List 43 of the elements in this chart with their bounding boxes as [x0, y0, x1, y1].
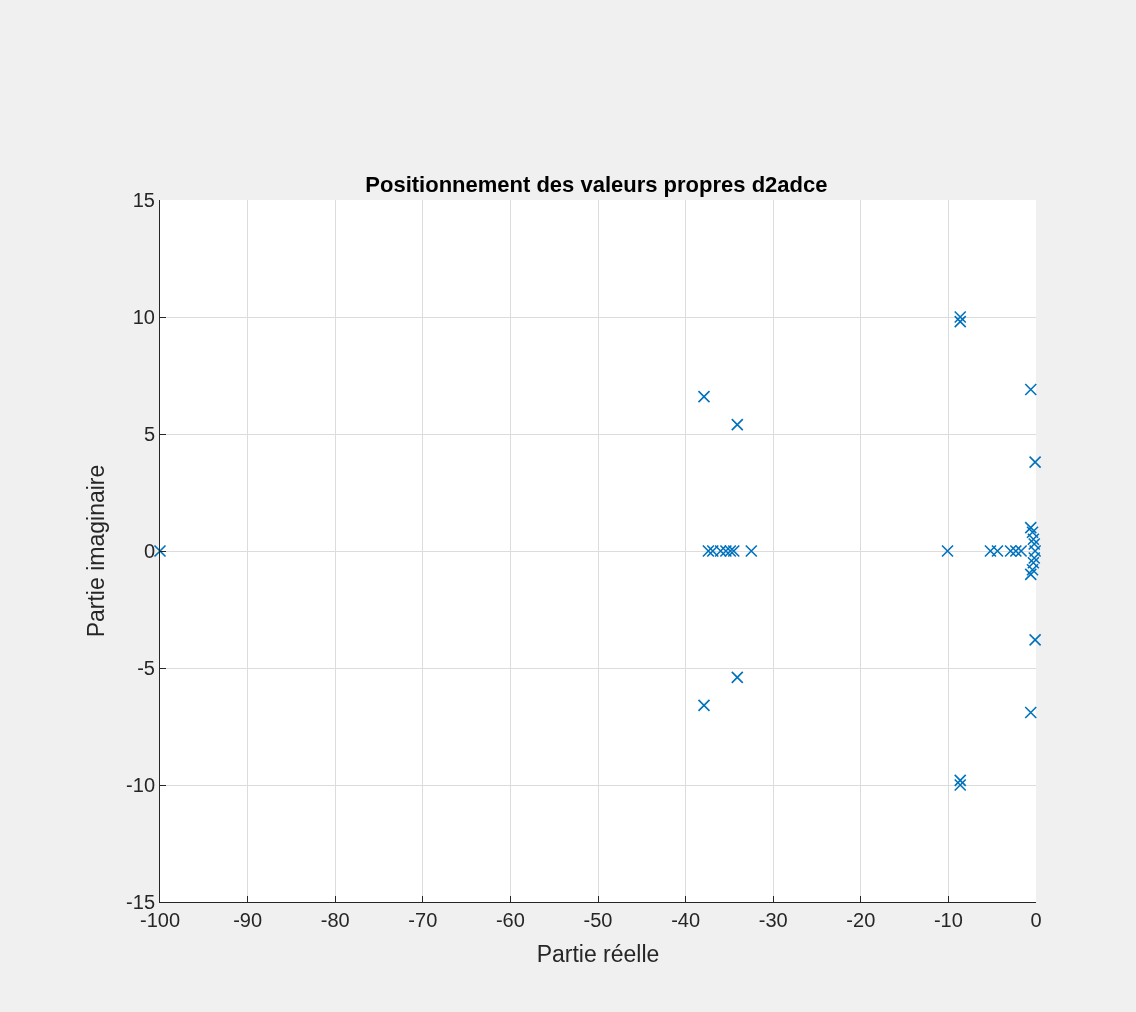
x-tick-label: -40: [671, 909, 701, 931]
point: [1026, 525, 1039, 539]
y-tick-label: -5: [137, 657, 155, 679]
y-tick-label: 0: [143, 540, 155, 562]
x-axis-title: Partie réelle: [536, 940, 660, 967]
point: [1027, 556, 1040, 569]
x-tick-label: -90: [233, 909, 263, 931]
point: [1024, 706, 1038, 719]
x-tick-label: -70: [408, 909, 438, 931]
x-tick-label: -60: [495, 909, 525, 931]
point: [1028, 633, 1042, 647]
y-axis-title: Partie imaginaire: [82, 464, 109, 638]
point: [1024, 521, 1038, 534]
point: [953, 310, 967, 324]
y-tick-label: -10: [126, 774, 155, 796]
point: [1024, 383, 1038, 396]
point: [984, 544, 997, 558]
point: [953, 315, 967, 328]
y-tick-label: 5: [143, 423, 155, 445]
x-tick-label: 0: [1030, 909, 1042, 931]
point: [1027, 533, 1040, 546]
point: [697, 699, 711, 712]
point: [953, 778, 967, 792]
point: [745, 544, 758, 558]
chart-title: Positionnement des valeurs propres d2adce: [365, 172, 828, 198]
point: [1027, 551, 1041, 565]
x-tick-label: -50: [583, 909, 613, 931]
point: [1028, 455, 1042, 469]
point: [941, 544, 954, 558]
point: [1009, 544, 1023, 558]
y-tick-label: 15: [132, 189, 155, 211]
point: [697, 390, 711, 403]
point: [1024, 568, 1038, 581]
x-tick-label: -20: [846, 909, 876, 931]
point: [1027, 537, 1041, 551]
point: [1026, 563, 1039, 577]
y-tick-label: 10: [132, 306, 155, 328]
x-tick-label: -80: [320, 909, 350, 931]
point: [953, 774, 967, 787]
x-tick-label: -30: [758, 909, 788, 931]
point: [730, 671, 744, 684]
x-tick-label: -10: [933, 909, 963, 931]
point: [730, 418, 744, 431]
